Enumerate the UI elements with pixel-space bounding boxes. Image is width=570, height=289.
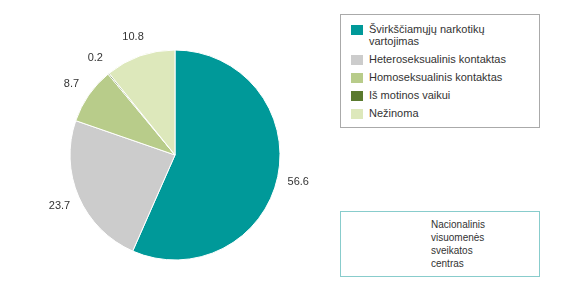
html-text:Iš motinos vaikui: Iš motinos vaikui	[369, 89, 451, 101]
svg-text:56.6: 56.6	[288, 175, 309, 187]
html-text:Nacionalinis visuomenės sveika: Nacionalinis visuomenės sveikatos centra…	[431, 219, 485, 269]
svg-text:10.8: 10.8	[122, 30, 143, 42]
html-text:Homoseksualinis kontaktas: Homoseksualinis kontaktas	[369, 71, 503, 83]
html-text:Nežinoma: Nežinoma	[369, 107, 419, 119]
html-text:Švirkščiamųjų narkotikų vartoj: Švirkščiamųjų narkotikų vartojimas	[369, 23, 485, 47]
svg-text:23.7: 23.7	[49, 199, 70, 211]
svg-text:8.7: 8.7	[64, 77, 79, 89]
svg-text:0.2: 0.2	[88, 51, 103, 63]
html-text:Heteroseksualinis kontaktas: Heteroseksualinis kontaktas	[369, 53, 506, 65]
